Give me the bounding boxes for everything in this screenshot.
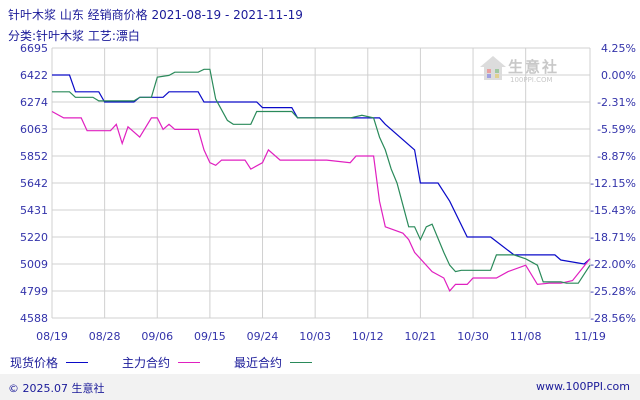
series-line-main (51, 110, 591, 292)
legend-label-recent: 最近合约 (234, 356, 283, 370)
chart-subtitle: 分类:针叶木浆 工艺:漂白 (8, 29, 140, 43)
grid (51, 47, 591, 319)
y-tick-label: 6063 (20, 123, 48, 136)
legend-item-main: 主力合约 (122, 354, 206, 371)
y-right-tick-label: 0.00% (601, 69, 636, 82)
y-right-tick-label: -25.28% (590, 285, 636, 298)
x-axis: 08/19 08/28 09/06 09/15 09/24 10/03 10/12 10/21… (36, 330, 606, 343)
legend-swatch-recent (290, 362, 313, 363)
watermark-logo-text: 生意社 (508, 58, 560, 76)
x-tick-label: 08/19 (36, 330, 68, 343)
house-logo-icon (480, 56, 506, 80)
y-right-tick-label: -12.15% (590, 177, 636, 190)
y-right-tick-label: -28.56% (590, 312, 636, 325)
x-tick-label: 11/19 (574, 330, 606, 343)
chart-title: 针叶木浆 山东 经销商价格 2021-08-19 - 2021-11-19 (8, 8, 303, 22)
y-tick-label: 5009 (20, 258, 48, 271)
y-tick-label: 6695 (20, 42, 48, 55)
y-right-tick-label: -18.71% (590, 231, 636, 244)
y-right-tick-label: -5.59% (597, 123, 636, 136)
x-tick-label: 10/12 (352, 330, 384, 343)
y-right-tick-label: -8.87% (597, 150, 636, 163)
x-tick-label: 10/03 (299, 330, 331, 343)
right-axis: 4.25% 0.00% -2.31% -5.59% -8.87% -12.15% -15.4… (590, 42, 636, 325)
y-tick-label: 5642 (20, 177, 48, 190)
y-tick-label: 6274 (20, 96, 48, 109)
y-tick-label: 4799 (20, 285, 48, 298)
legend-label-main: 主力合约 (122, 356, 171, 370)
y-tick-label: 5852 (20, 150, 48, 163)
series-lines (51, 68, 591, 292)
y-tick-label: 5220 (20, 231, 48, 244)
y-right-tick-label: -15.43% (590, 204, 636, 217)
footer-link[interactable]: www.100PPI.com (536, 380, 630, 393)
y-tick-label: 4588 (20, 312, 48, 325)
legend-item-spot: 现货价格 (10, 354, 94, 371)
legend: 现货价格 主力合约 最近合约 (10, 354, 346, 371)
legend-swatch-main (178, 362, 201, 363)
footer-bar (0, 374, 640, 400)
copyright-text: © 2025.07 生意社 (8, 382, 105, 395)
y-right-tick-label: -2.31% (597, 96, 636, 109)
left-axis: 6695 6422 6274 6063 5852 5642 5431 5220 5009 4799… (20, 42, 48, 325)
legend-swatch-spot (66, 362, 89, 363)
x-tick-label: 11/08 (510, 330, 542, 343)
legend-item-recent: 最近合约 (234, 354, 318, 371)
x-tick-label: 10/21 (405, 330, 437, 343)
x-tick-label: 08/28 (89, 330, 121, 343)
x-tick-label: 10/30 (457, 330, 489, 343)
y-tick-label: 5431 (20, 204, 48, 217)
y-right-tick-label: -22.00% (590, 258, 636, 271)
legend-label-spot: 现货价格 (10, 356, 59, 370)
watermark-logo-url: 100PPI.COM (510, 76, 553, 84)
x-tick-label: 09/06 (141, 330, 173, 343)
y-right-tick-label: 4.25% (601, 42, 636, 55)
x-tick-label: 09/24 (247, 330, 279, 343)
x-tick-label: 09/15 (194, 330, 226, 343)
series-line-spot (52, 74, 591, 265)
y-tick-label: 6422 (20, 69, 48, 82)
series-line-recent (52, 68, 591, 284)
